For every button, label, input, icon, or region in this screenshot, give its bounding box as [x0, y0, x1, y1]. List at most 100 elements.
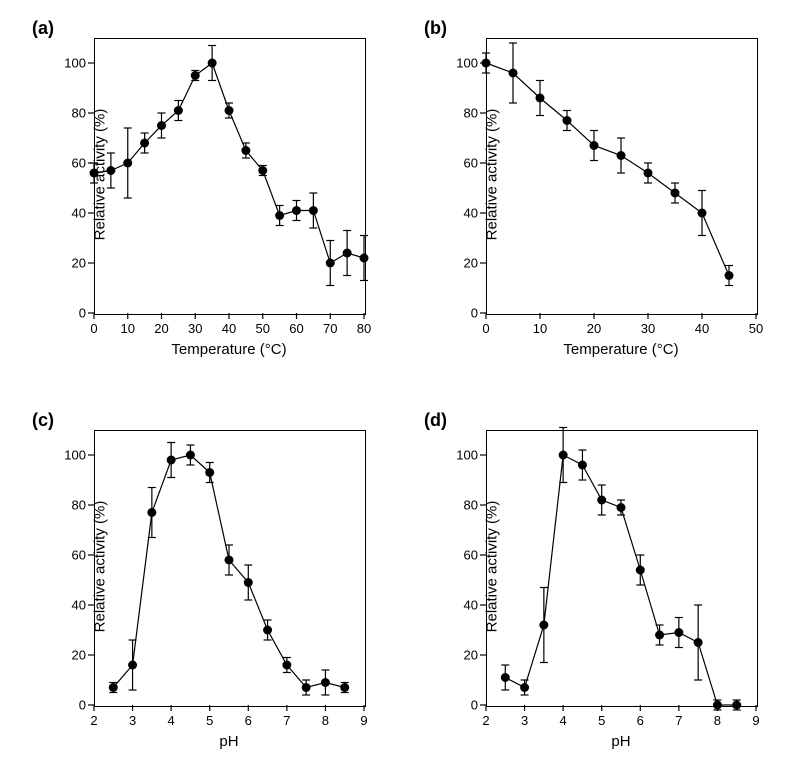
- data-point: [292, 206, 301, 215]
- xtick-label: 0: [90, 321, 97, 336]
- data-point: [578, 461, 587, 470]
- ytick-label: 20: [452, 648, 478, 663]
- xtick-label: 4: [560, 713, 567, 728]
- xtick-label: 70: [323, 321, 337, 336]
- xtick-label: 3: [521, 713, 528, 728]
- series-line: [94, 63, 364, 263]
- data-point: [167, 456, 176, 465]
- plot-svg-b: [486, 38, 756, 313]
- ylabel-c: Relative activity (%): [91, 500, 108, 632]
- ytick-label: 60: [60, 156, 86, 171]
- data-point: [674, 628, 683, 637]
- xtick-label: 20: [154, 321, 168, 336]
- xtick-label: 6: [637, 713, 644, 728]
- data-point: [225, 556, 234, 565]
- ytick-label: 40: [60, 206, 86, 221]
- ytick-label: 100: [60, 448, 86, 463]
- data-point: [539, 621, 548, 630]
- xtick-label: 40: [222, 321, 236, 336]
- data-point: [191, 71, 200, 80]
- data-point: [694, 638, 703, 647]
- data-point: [509, 69, 518, 78]
- data-point: [536, 94, 545, 103]
- xtick-label: 60: [289, 321, 303, 336]
- xtick-label: 3: [129, 713, 136, 728]
- ytick-label: 60: [60, 548, 86, 563]
- ytick-label: 100: [60, 56, 86, 71]
- panel-label-a: (a): [32, 18, 54, 39]
- xlabel-a: Temperature (°C): [159, 341, 299, 358]
- data-point: [321, 678, 330, 687]
- figure-container: (a)01020304050607080020406080100Relative…: [0, 0, 799, 774]
- ytick-label: 0: [60, 306, 86, 321]
- xtick-label: 9: [752, 713, 759, 728]
- ytick-label: 60: [452, 156, 478, 171]
- data-point: [563, 116, 572, 125]
- plot-svg-d: [486, 430, 756, 705]
- ylabel-d: Relative activity (%): [483, 500, 500, 632]
- xtick-label: 2: [90, 713, 97, 728]
- ytick-label: 80: [452, 106, 478, 121]
- xlabel-d: pH: [551, 733, 691, 750]
- ytick-label: 20: [60, 648, 86, 663]
- ylabel-b: Relative activity (%): [483, 108, 500, 240]
- data-point: [590, 141, 599, 150]
- data-point: [244, 578, 253, 587]
- ytick-label: 100: [452, 56, 478, 71]
- ytick-label: 60: [452, 548, 478, 563]
- data-point: [147, 508, 156, 517]
- data-point: [617, 503, 626, 512]
- ytick-label: 20: [60, 256, 86, 271]
- xtick-label: 50: [256, 321, 270, 336]
- data-point: [343, 249, 352, 258]
- ytick-label: 0: [452, 698, 478, 713]
- xtick-label: 30: [188, 321, 202, 336]
- ytick-label: 40: [452, 206, 478, 221]
- data-point: [241, 146, 250, 155]
- data-point: [275, 211, 284, 220]
- data-point: [157, 121, 166, 130]
- data-point: [732, 701, 741, 710]
- xlabel-c: pH: [159, 733, 299, 750]
- xtick-label: 30: [641, 321, 655, 336]
- xtick-label: 80: [357, 321, 371, 336]
- data-point: [282, 661, 291, 670]
- panel-label-b: (b): [424, 18, 447, 39]
- xtick-label: 4: [168, 713, 175, 728]
- ytick-label: 0: [452, 306, 478, 321]
- xtick-label: 6: [245, 713, 252, 728]
- ytick-label: 40: [452, 598, 478, 613]
- data-point: [302, 683, 311, 692]
- series-line: [486, 63, 729, 276]
- xlabel-b: Temperature (°C): [551, 341, 691, 358]
- ytick-label: 80: [60, 106, 86, 121]
- data-point: [309, 206, 318, 215]
- data-point: [725, 271, 734, 280]
- data-point: [617, 151, 626, 160]
- xtick-label: 5: [206, 713, 213, 728]
- ytick-label: 100: [452, 448, 478, 463]
- data-point: [340, 683, 349, 692]
- ylabel-a: Relative activity (%): [91, 108, 108, 240]
- data-point: [644, 169, 653, 178]
- data-point: [123, 159, 132, 168]
- data-point: [174, 106, 183, 115]
- data-point: [263, 626, 272, 635]
- data-point: [208, 59, 217, 68]
- data-point: [326, 259, 335, 268]
- xtick-label: 10: [533, 321, 547, 336]
- panel-label-d: (d): [424, 410, 447, 431]
- series-line: [505, 455, 736, 705]
- data-point: [671, 189, 680, 198]
- data-point: [225, 106, 234, 115]
- data-point: [698, 209, 707, 218]
- xtick-label: 0: [482, 321, 489, 336]
- xtick-label: 9: [360, 713, 367, 728]
- ytick-label: 20: [452, 256, 478, 271]
- ytick-label: 40: [60, 598, 86, 613]
- xtick-label: 40: [695, 321, 709, 336]
- data-point: [655, 631, 664, 640]
- data-point: [559, 451, 568, 460]
- plot-svg-c: [94, 430, 364, 705]
- xtick-label: 8: [322, 713, 329, 728]
